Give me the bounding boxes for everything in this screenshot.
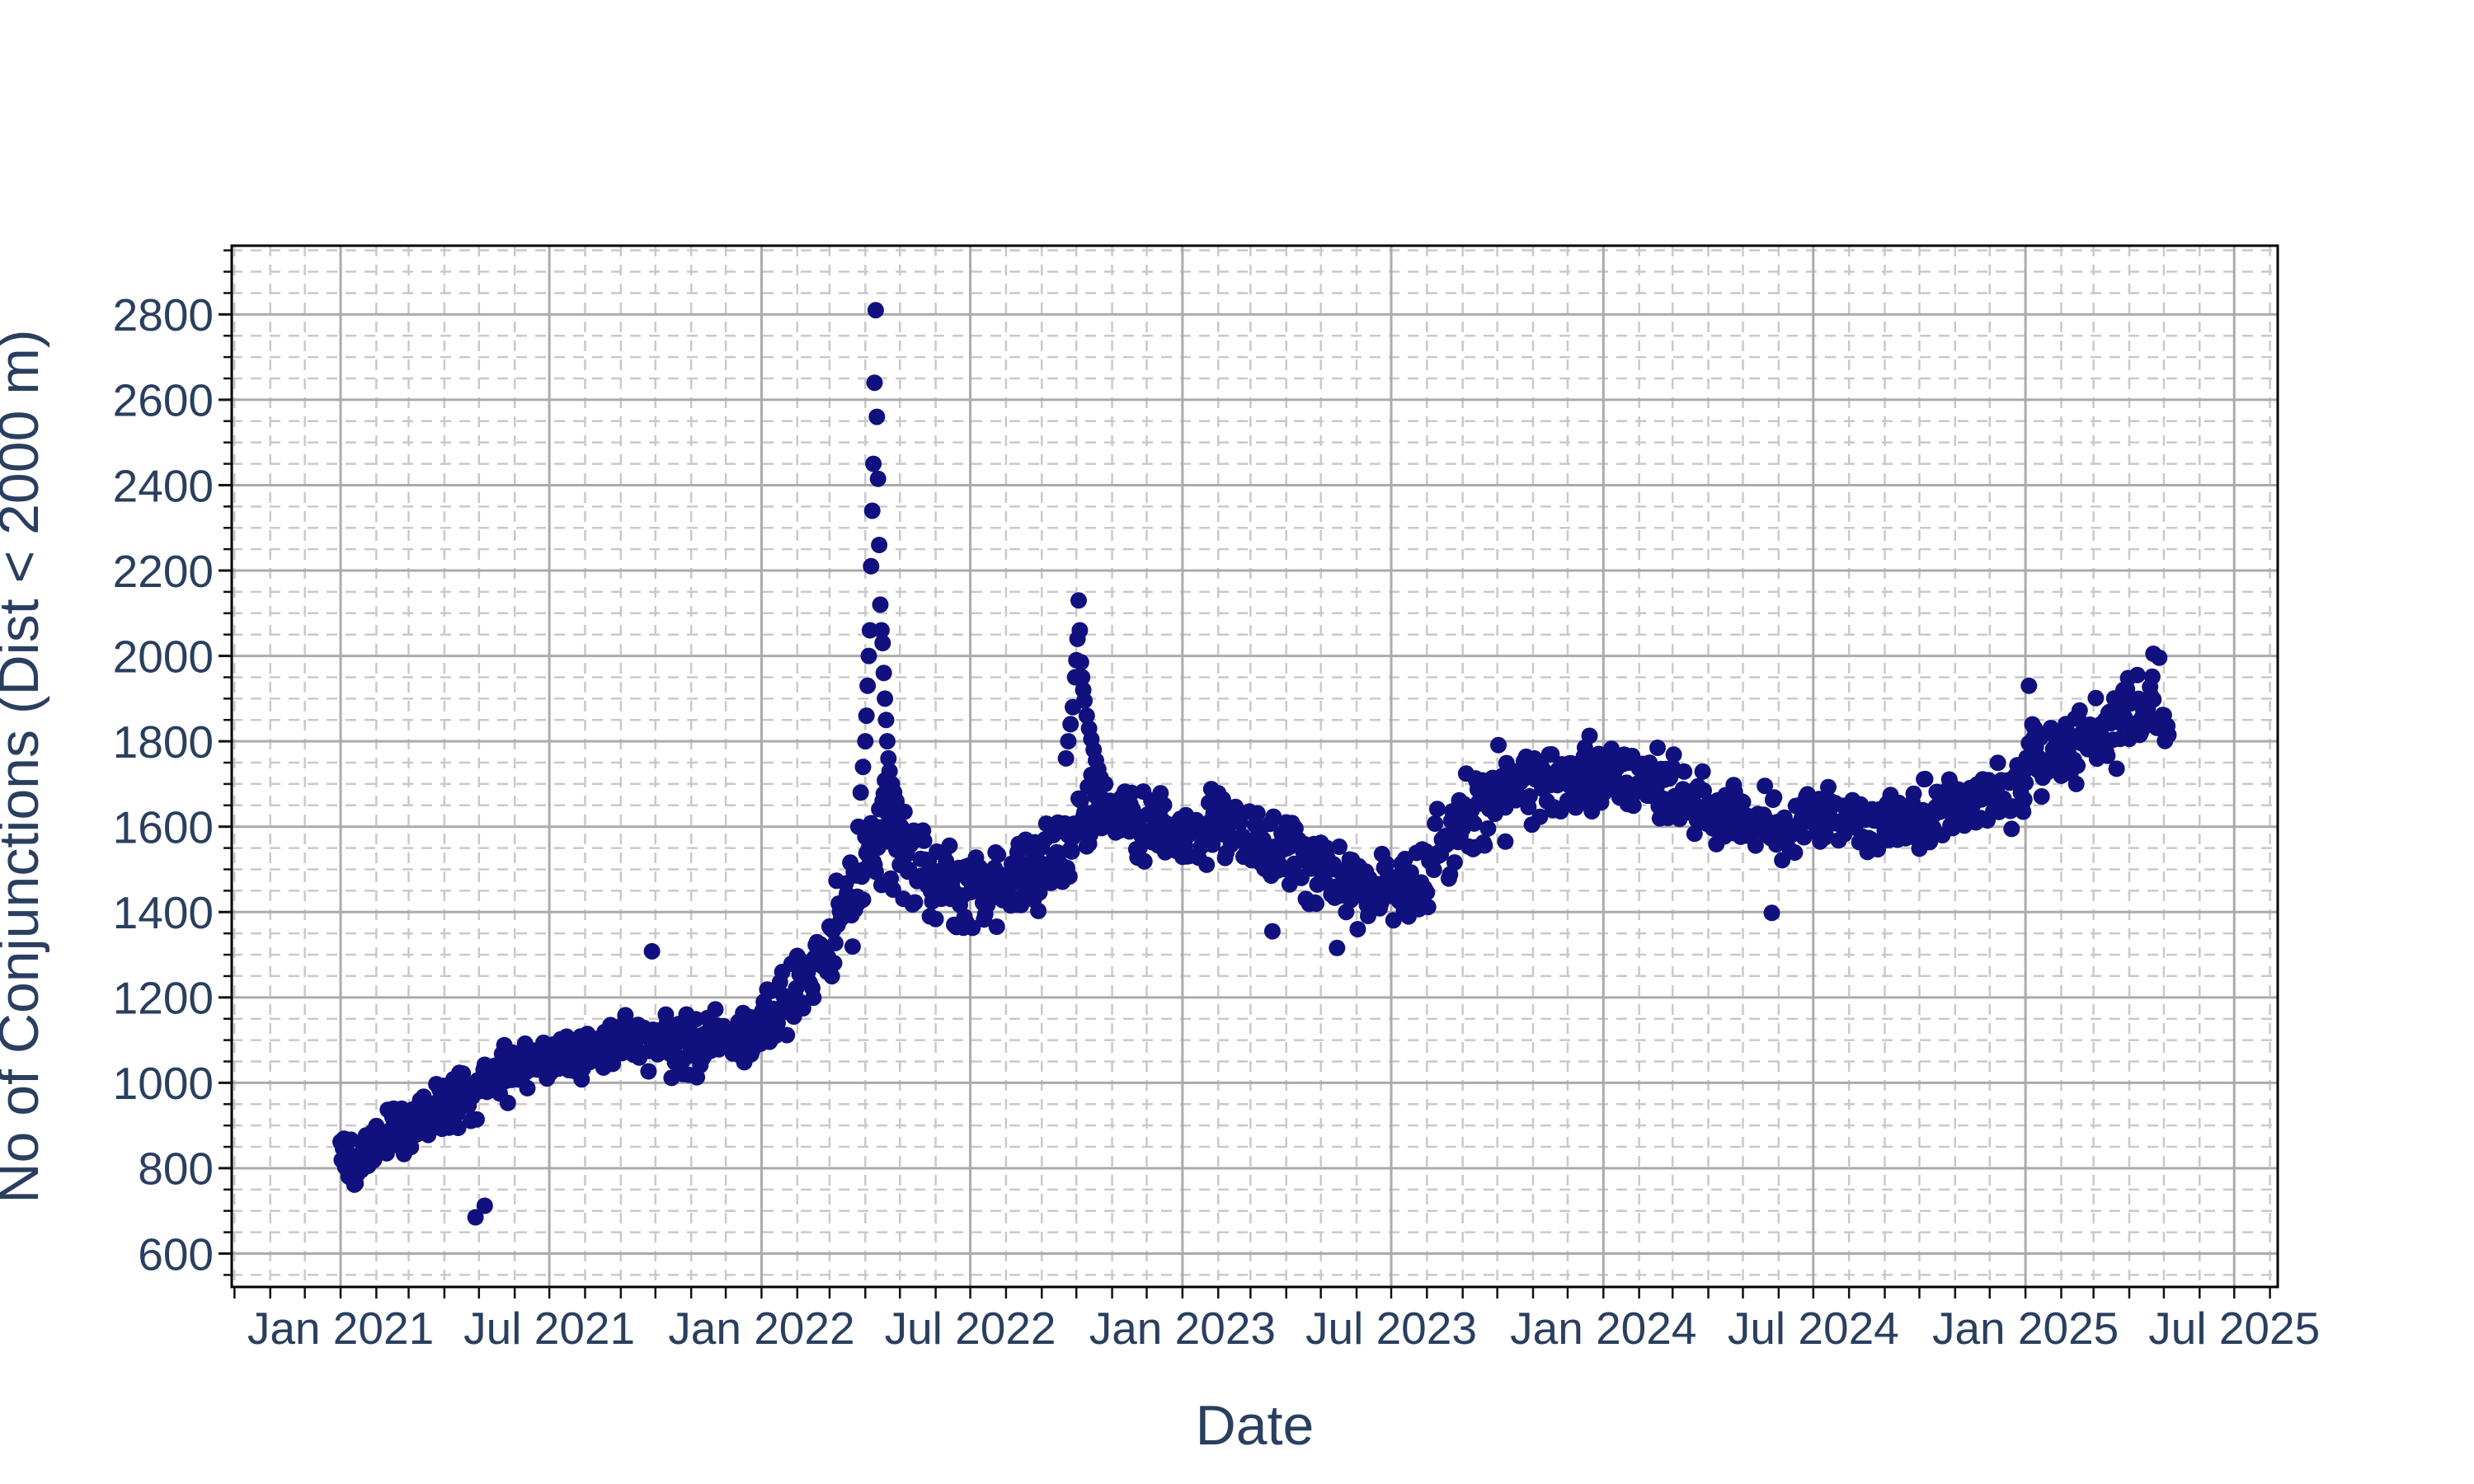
x-tick-label: Jul 2021: [463, 1303, 635, 1354]
scatter-points: [332, 302, 2177, 1226]
y-tick-label: 1600: [113, 802, 214, 853]
x-tick-label: Jul 2023: [1305, 1303, 1477, 1354]
y-tick-labels: 600 800 1000 1200 1400 1600 1800 2000 2200 2400 26…: [113, 289, 214, 1280]
x-tick-label: Jan 2025: [1932, 1303, 2119, 1354]
y-tick-label: 2400: [113, 460, 214, 511]
grid-major-lines: [232, 246, 2278, 1287]
y-axis-title: No of Conjunctions (Dist < 2000 m): [0, 329, 50, 1203]
grid-minor-lines: [232, 246, 2278, 1287]
y-tick-label: 2600: [113, 375, 214, 426]
y-tick-label: 800: [138, 1144, 214, 1195]
y-tick-label: 2000: [113, 631, 214, 682]
plot-area[interactable]: [232, 246, 2278, 1287]
y-tick-label: 600: [138, 1228, 214, 1280]
y-tick-label: 1800: [113, 716, 214, 768]
x-tick-label: Jul 2025: [2148, 1303, 2320, 1354]
x-axis-title: Date: [1196, 1394, 1315, 1457]
y-tick-label: 2200: [113, 546, 214, 597]
y-tick-label: 1400: [113, 887, 214, 938]
x-tick-label: Jul 2022: [885, 1303, 1056, 1354]
x-tick-label: Jan 2021: [247, 1303, 434, 1354]
y-tick-label: 1200: [113, 973, 214, 1024]
x-tick-label: Jan 2022: [668, 1303, 854, 1354]
plot-border: [230, 244, 2279, 1289]
y-tick-label: 1000: [113, 1058, 214, 1109]
x-tick-label: Jul 2024: [1728, 1303, 1899, 1354]
x-tick-label: Jan 2024: [1510, 1303, 1696, 1354]
y-tick-label: 2800: [113, 289, 214, 340]
axis-tick-marks: [219, 249, 2271, 1298]
x-tick-labels: Jan 2021 Jul 2021 Jan 2022 Jul 2022 Jan 2023…: [247, 1303, 2320, 1354]
x-tick-label: Jan 2023: [1089, 1303, 1276, 1354]
